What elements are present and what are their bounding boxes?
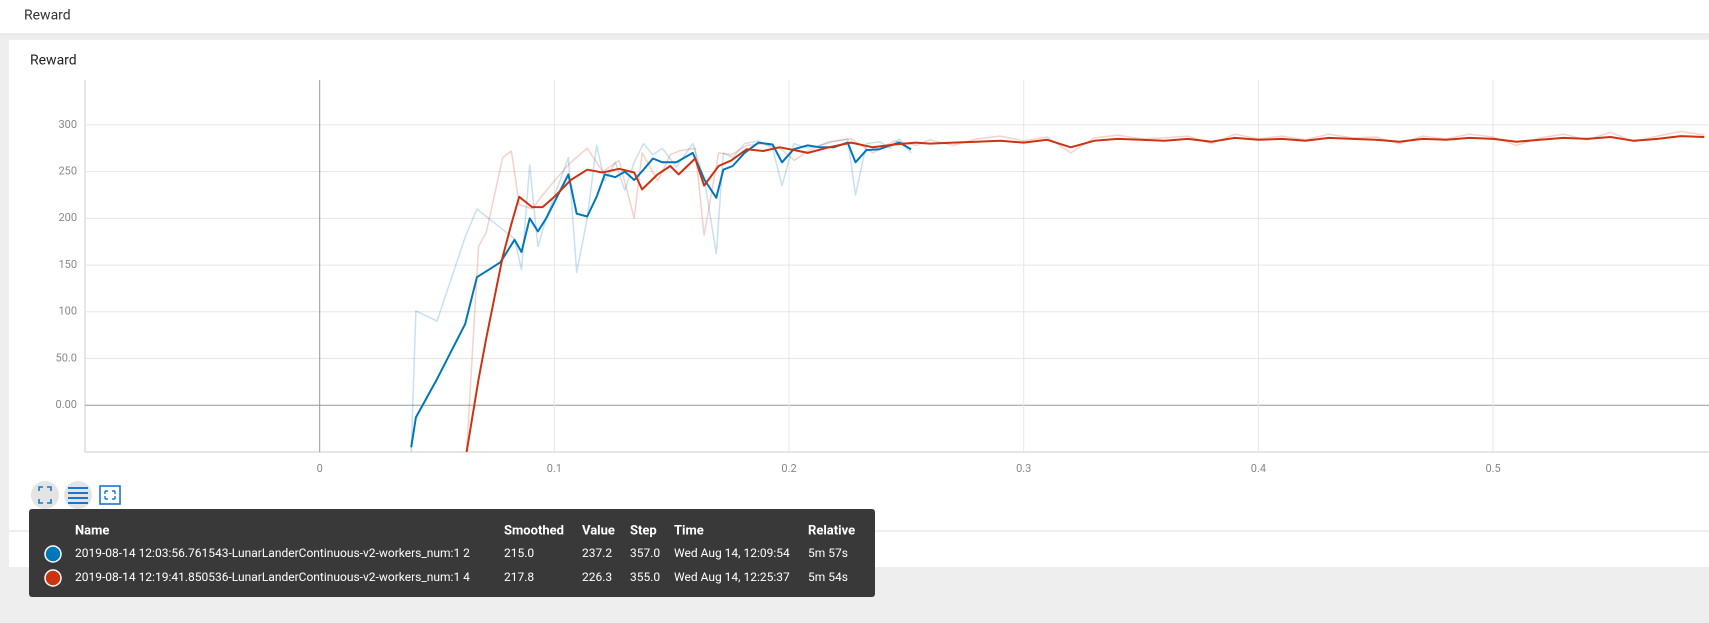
- y-tick-label: 200: [58, 211, 77, 224]
- x-tick-label: 0.4: [1251, 462, 1266, 475]
- y-tick-label: 250: [58, 165, 77, 178]
- y-tick-label: 100: [58, 305, 77, 318]
- toolbar: [31, 481, 121, 509]
- x-tick-label: 0.2: [781, 462, 796, 475]
- tooltip-column-header: Smoothed: [504, 523, 564, 538]
- section-title: Reward: [24, 8, 71, 24]
- tooltip-cell: 237.2: [582, 546, 612, 560]
- tooltip-column-header: Time: [674, 523, 704, 538]
- fit-domain-button[interactable]: [99, 485, 121, 505]
- tooltip-cell: 217.8: [504, 570, 534, 584]
- tooltip: [29, 509, 875, 597]
- fullscreen-icon: [38, 486, 52, 504]
- tooltip-column-header: Relative: [808, 523, 855, 538]
- y-tick-label: 300: [58, 118, 77, 131]
- tooltip-cell: 2019-08-14 12:19:41.850536-LunarLanderCo…: [75, 570, 470, 584]
- y-tick-label: 0.00: [56, 398, 77, 411]
- tooltip-cell: 355.0: [630, 570, 660, 584]
- tooltip-cell: 2019-08-14 12:03:56.761543-LunarLanderCo…: [75, 546, 470, 560]
- x-tick-label: 0: [317, 462, 323, 475]
- y-tick-label: 50.0: [56, 351, 77, 364]
- tooltip-cell: Wed Aug 14, 12:25:37: [674, 570, 790, 584]
- tooltip-cell: 5m 57s: [808, 546, 848, 560]
- lines-icon: [68, 487, 88, 504]
- y-tick-label: 150: [58, 258, 77, 271]
- tooltip-column-header: Name: [75, 523, 109, 538]
- series-swatch: [44, 569, 62, 587]
- tooltip-column-header: Step: [630, 523, 657, 538]
- tooltip-cell: 226.3: [582, 570, 612, 584]
- chart-card: [9, 40, 1709, 567]
- chart-title: Reward: [30, 53, 77, 69]
- x-tick-label: 0.5: [1485, 462, 1500, 475]
- tooltip-column-header: Value: [582, 523, 615, 538]
- tooltip-cell: 5m 54s: [808, 570, 848, 584]
- fullscreen-button[interactable]: [31, 481, 59, 509]
- smoothed-line: [465, 135, 1705, 452]
- x-tick-label: 0.1: [547, 462, 562, 475]
- plot-lines: [410, 130, 1705, 452]
- section-header[interactable]: [0, 0, 1709, 34]
- x-tick-label: 0.3: [1016, 462, 1031, 475]
- fit-icon: [104, 490, 116, 500]
- tooltip-cell: 357.0: [630, 546, 660, 560]
- series-swatch: [44, 545, 62, 563]
- raw-line: [410, 138, 912, 452]
- log-scale-button[interactable]: [64, 481, 92, 509]
- tooltip-cell: 215.0: [504, 546, 534, 560]
- tooltip-cell: Wed Aug 14, 12:09:54: [674, 546, 790, 560]
